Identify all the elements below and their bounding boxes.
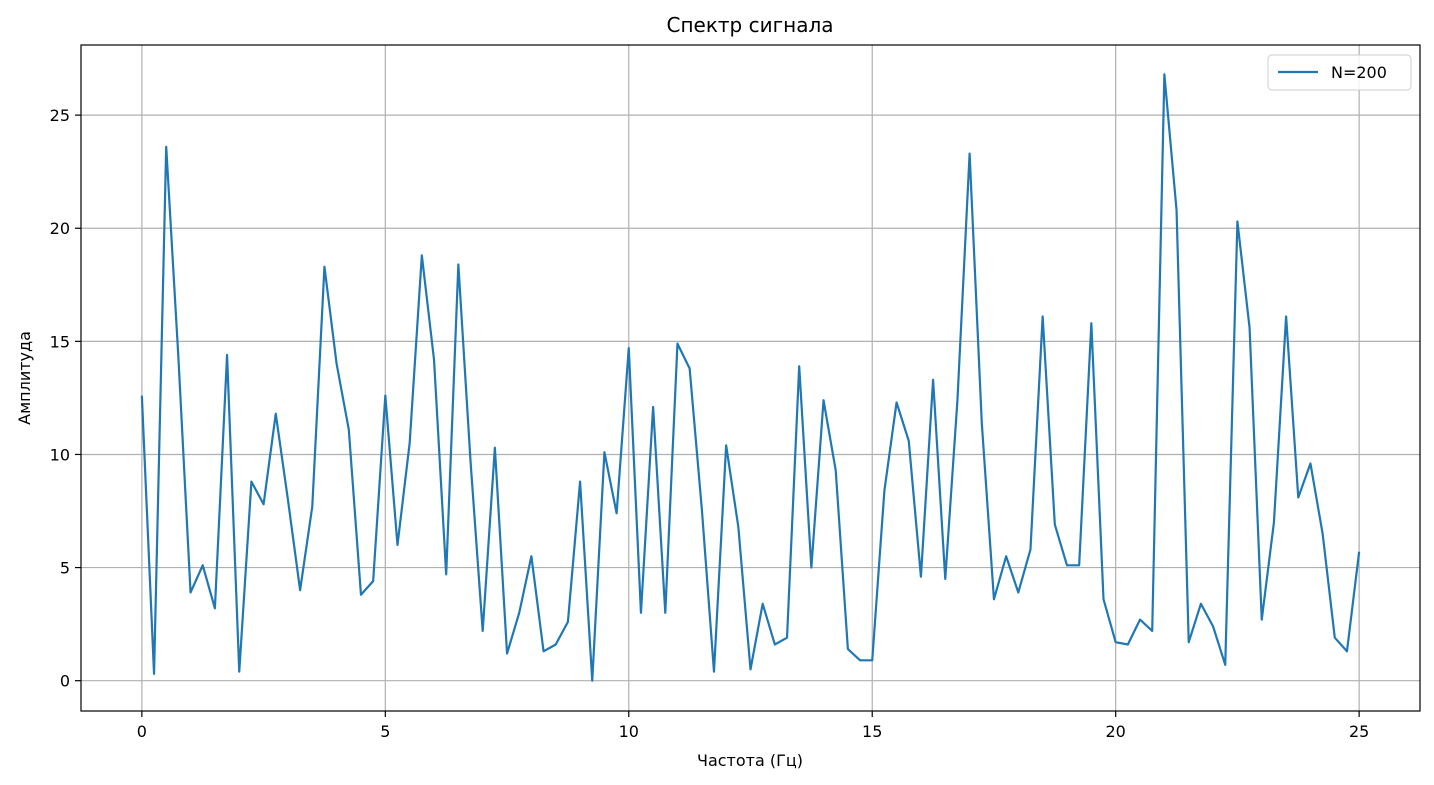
legend-box (1267, 54, 1412, 91)
legend-label: N=200 (1331, 63, 1387, 82)
x-tick-label: 5 (380, 722, 390, 741)
x-tick-label: 0 (137, 722, 147, 741)
x-tick-label: 25 (1349, 722, 1369, 741)
y-tick-label: 20 (50, 219, 70, 238)
y-tick-label: 5 (60, 559, 70, 578)
x-tick-label: 20 (1106, 722, 1126, 741)
y-tick-label: 25 (50, 106, 70, 125)
axis-ticks: 0 5 10 15 20 25 0 5 10 15 20 25 (50, 106, 1370, 741)
x-tick-label: 10 (619, 722, 639, 741)
x-axis-label: Частота (Гц) (697, 751, 803, 770)
y-tick-label: 0 (60, 672, 70, 691)
chart-title: Спектр сигнала (666, 13, 833, 37)
legend: N=200 (1267, 54, 1412, 91)
plot-area (80, 44, 1421, 712)
y-tick-label: 15 (50, 332, 70, 351)
y-axis-label: Амплитуда (15, 331, 34, 425)
y-tick-label: 10 (50, 445, 70, 464)
grid (81, 45, 1420, 711)
series-line-n200 (140, 73, 1361, 682)
x-tick-label: 15 (862, 722, 882, 741)
